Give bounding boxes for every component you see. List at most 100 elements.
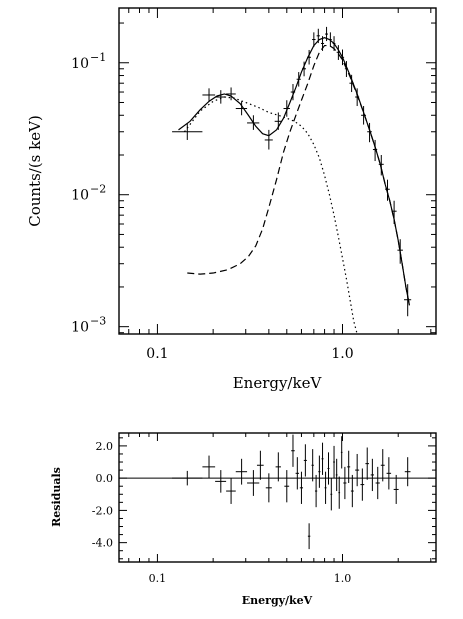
y-tick-label: 10	[71, 320, 89, 336]
spectrum-data-point	[340, 49, 345, 66]
residual-data-point	[265, 473, 272, 503]
spectrum-data-point	[372, 139, 378, 162]
y-tick-label: -2.0	[92, 504, 113, 517]
spectrum-data-point	[290, 84, 296, 101]
residual-data-point	[347, 450, 351, 483]
spectrum-data-point	[397, 239, 403, 264]
x-tick-label: 1.0	[334, 572, 352, 585]
residual-data-point	[202, 455, 216, 479]
spectrum-data-point	[320, 36, 325, 51]
residuals-tick-labels: 0.1 1.0 2.0 0.0 -2.0 -4.0	[92, 440, 351, 585]
residuals-panel: 0.1 1.0 2.0 0.0 -2.0 -4.0 Energy/keV Residual…	[50, 432, 437, 607]
residuals-data-points	[172, 434, 411, 550]
residual-data-point	[327, 452, 330, 485]
residual-data-point	[343, 466, 347, 500]
residual-data-point	[324, 471, 327, 504]
residual-data-point	[275, 452, 281, 482]
y-tick-label: 10	[71, 188, 89, 204]
spectrum-data-point	[302, 61, 307, 77]
spectrum-data-point	[355, 88, 360, 107]
residual-data-point	[380, 449, 385, 482]
residual-data-point	[330, 478, 333, 511]
residual-data-point	[340, 436, 343, 469]
residual-data-point	[303, 444, 307, 477]
spectrum-data-point	[344, 61, 348, 77]
residual-data-point	[370, 458, 375, 492]
residual-data-point	[404, 457, 411, 487]
residual-data-point	[333, 445, 335, 479]
spectrum-data-point	[312, 32, 316, 47]
spectrum-data-point	[283, 100, 290, 117]
y-tick-label: -4.0	[92, 537, 113, 550]
spectrum-data-point	[404, 284, 412, 317]
residuals-x-axis-label: Energy/keV	[242, 594, 313, 607]
x-tick-label: 1.0	[331, 346, 353, 362]
residual-data-point	[247, 470, 260, 496]
residual-data-point	[311, 449, 314, 482]
spectrum-data-point	[332, 36, 336, 51]
residual-data-point	[350, 474, 354, 508]
residual-data-point	[226, 478, 236, 504]
spectrum-data-point	[349, 74, 354, 93]
residual-data-point	[360, 468, 365, 501]
spectrum-data-point	[274, 112, 282, 130]
spectrum-data-point	[367, 122, 372, 143]
residual-data-point	[299, 471, 304, 504]
residual-data-point	[386, 457, 392, 490]
spectrum-data-point	[316, 28, 320, 44]
residual-data-point	[355, 453, 360, 487]
residual-data-point	[235, 458, 248, 485]
spectrum-data-point	[336, 45, 341, 60]
residuals-frame	[118, 432, 437, 563]
y-tick-label: 0.0	[96, 472, 114, 485]
y-tick-label: 2.0	[96, 440, 114, 453]
residual-data-point	[291, 434, 295, 467]
model-soft-component-line	[183, 96, 358, 335]
spectrum-data-point	[235, 101, 248, 116]
residual-data-point	[314, 474, 318, 508]
spectrum-data-point	[172, 122, 203, 140]
spectrum-data-point	[296, 72, 301, 87]
residual-data-point	[335, 458, 338, 492]
residual-data-point	[338, 476, 341, 509]
y-tick-label: 10	[71, 56, 89, 72]
spectrum-data-point	[202, 88, 216, 102]
model-hot-component-line	[187, 44, 411, 306]
y-tick-label-exponent: −3	[90, 315, 106, 328]
residual-data-point	[307, 523, 311, 550]
residual-data-point	[321, 442, 324, 475]
spectrum-ticks	[119, 8, 436, 334]
residuals-ticks	[119, 433, 436, 562]
y-tick-label-exponent: −1	[90, 51, 106, 64]
residual-data-point	[295, 457, 299, 490]
residual-data-point	[375, 466, 380, 500]
residual-data-point	[284, 470, 290, 503]
spectrum-data-point	[226, 87, 236, 101]
spectrum-data-points	[172, 26, 412, 317]
residual-data-point	[365, 447, 369, 480]
spectrum-data-point	[215, 90, 227, 104]
spectrum-y-axis-label: Counts/(s keV)	[26, 115, 44, 227]
spectrum-frame	[118, 7, 437, 335]
spectrum-data-point	[391, 200, 397, 224]
residual-data-point	[256, 450, 264, 480]
model-total-line	[178, 36, 411, 306]
residuals-y-axis-label: Residuals	[50, 467, 63, 527]
residual-data-point	[318, 455, 321, 488]
spectrum-tick-labels: 0.1 1.010−310−210−1	[71, 51, 353, 362]
spectrum-data-point	[307, 49, 311, 65]
spectrum-x-axis-label: Energy/keV	[233, 374, 323, 392]
y-tick-label-exponent: −2	[90, 183, 106, 196]
spectrum-data-point	[328, 32, 332, 47]
spectrum-data-point	[378, 154, 384, 176]
spectrum-data-point	[264, 129, 273, 150]
residual-data-point	[215, 470, 227, 493]
spectrum-panel: 0.1 1.010−310−210−1 Energy/keV Counts/(s …	[26, 7, 437, 392]
spectrum-data-point	[247, 115, 260, 130]
x-tick-label: 0.1	[149, 572, 167, 585]
residual-data-point	[393, 474, 399, 504]
spectrum-data-point	[325, 26, 329, 42]
residual-data-point	[172, 470, 203, 486]
spectrum-data-point	[385, 179, 390, 201]
